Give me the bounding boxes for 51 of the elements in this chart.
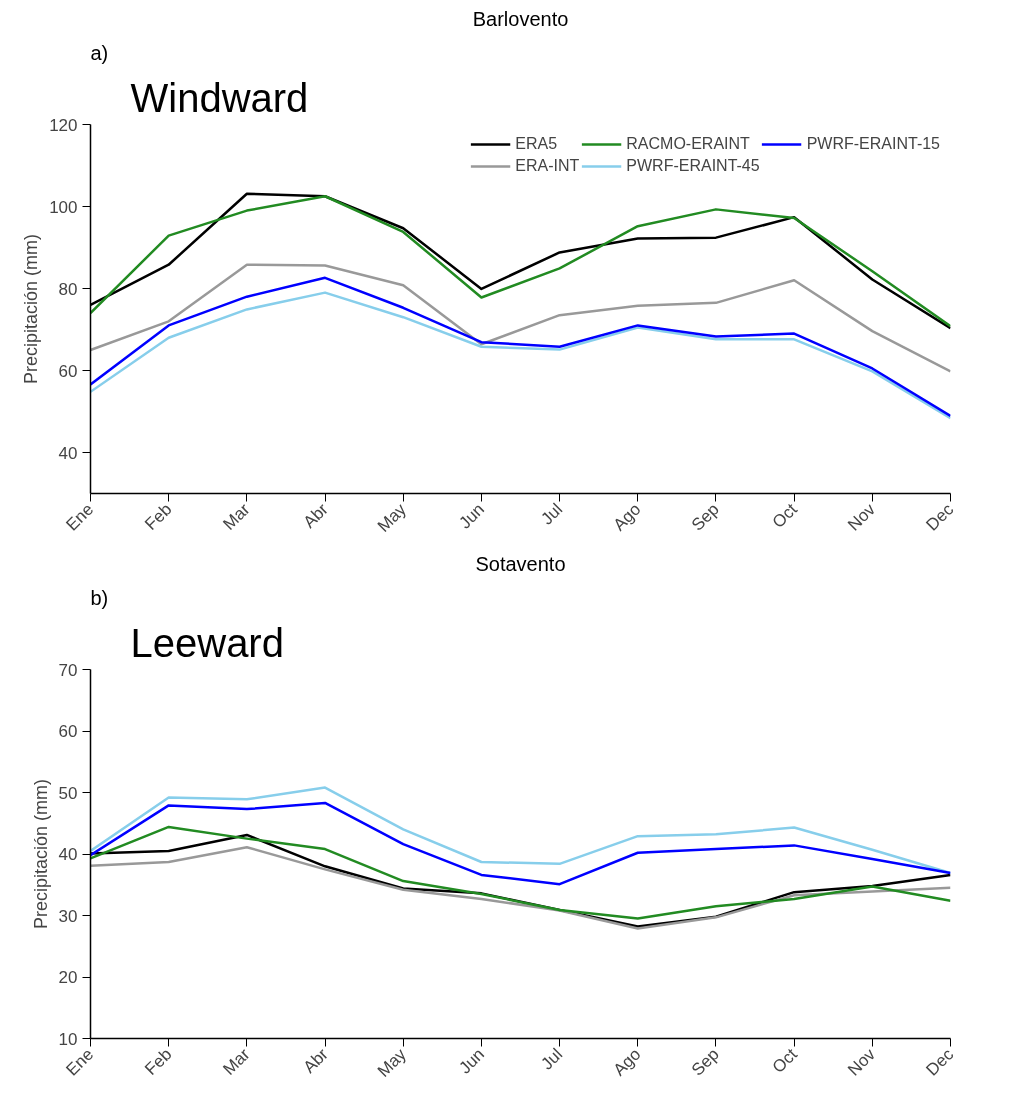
x-tick-label: May [373,499,411,536]
y-tick-label: 100 [49,197,78,217]
chart-title: Windward [130,75,309,120]
x-tick-label: Oct [768,499,802,532]
legend-label: RACMO-ERAINT [626,135,750,153]
x-tick-label: Jul [537,499,567,529]
x-tick-label: Abr [299,1044,332,1077]
x-tick-label: Ago [609,1044,645,1080]
y-tick-label: 80 [58,279,78,299]
x-tick-label: Ago [609,499,645,535]
x-tick-label: Mar [219,499,254,534]
legend-label: PWRF-ERAINT-15 [806,135,940,153]
y-axis-title: Precipitación (mm) [30,778,51,930]
y-tick-label: 60 [58,722,78,741]
y-tick-label: 20 [58,968,78,987]
text: b) [90,586,109,609]
x-tick-label: Oct [768,1044,802,1077]
x-tick-label: Mar [219,1044,254,1079]
x-tick-label: Jul [537,1044,567,1074]
x-tick-label: Nov [844,499,880,535]
x-tick-label: Feb [141,1044,176,1079]
y-tick-label: 120 [49,115,78,135]
x-tick-label: Jun [455,1044,489,1078]
y-tick-label: 30 [58,906,78,926]
x-tick-label: Sep [687,1044,723,1080]
y-axis-title: Precipitación (mm) [21,233,42,385]
line-series [90,801,951,886]
line-series [90,786,951,875]
line-series [90,263,951,373]
x-tick-label: Dec [922,1044,958,1080]
x-tick-label: May [373,1044,411,1081]
text: a) [90,41,109,64]
y-tick-label: 70 [58,660,78,680]
x-tick-label: Feb [141,499,176,534]
x-tick-label: Jun [455,499,489,533]
line-series [90,825,951,920]
x-tick-label: Abr [299,499,332,532]
y-tick-label: 50 [58,783,78,803]
legend-label: ERA5 [515,135,558,153]
x-tick-label: Ene [62,499,98,535]
legend-label: PWRF-ERAINT-45 [626,157,760,175]
text: Sotavento [475,552,566,575]
x-tick-label: Sep [687,499,723,535]
legend-label: ERA-INT [515,157,580,175]
y-tick-label: 40 [58,443,78,463]
text: Barlovento [472,7,569,30]
chart-title: Leeward [130,620,284,665]
y-tick-label: 40 [58,845,78,864]
y-tick-label: 60 [58,361,78,381]
x-tick-label: Nov [844,1044,880,1080]
x-tick-label: Dec [922,499,958,535]
